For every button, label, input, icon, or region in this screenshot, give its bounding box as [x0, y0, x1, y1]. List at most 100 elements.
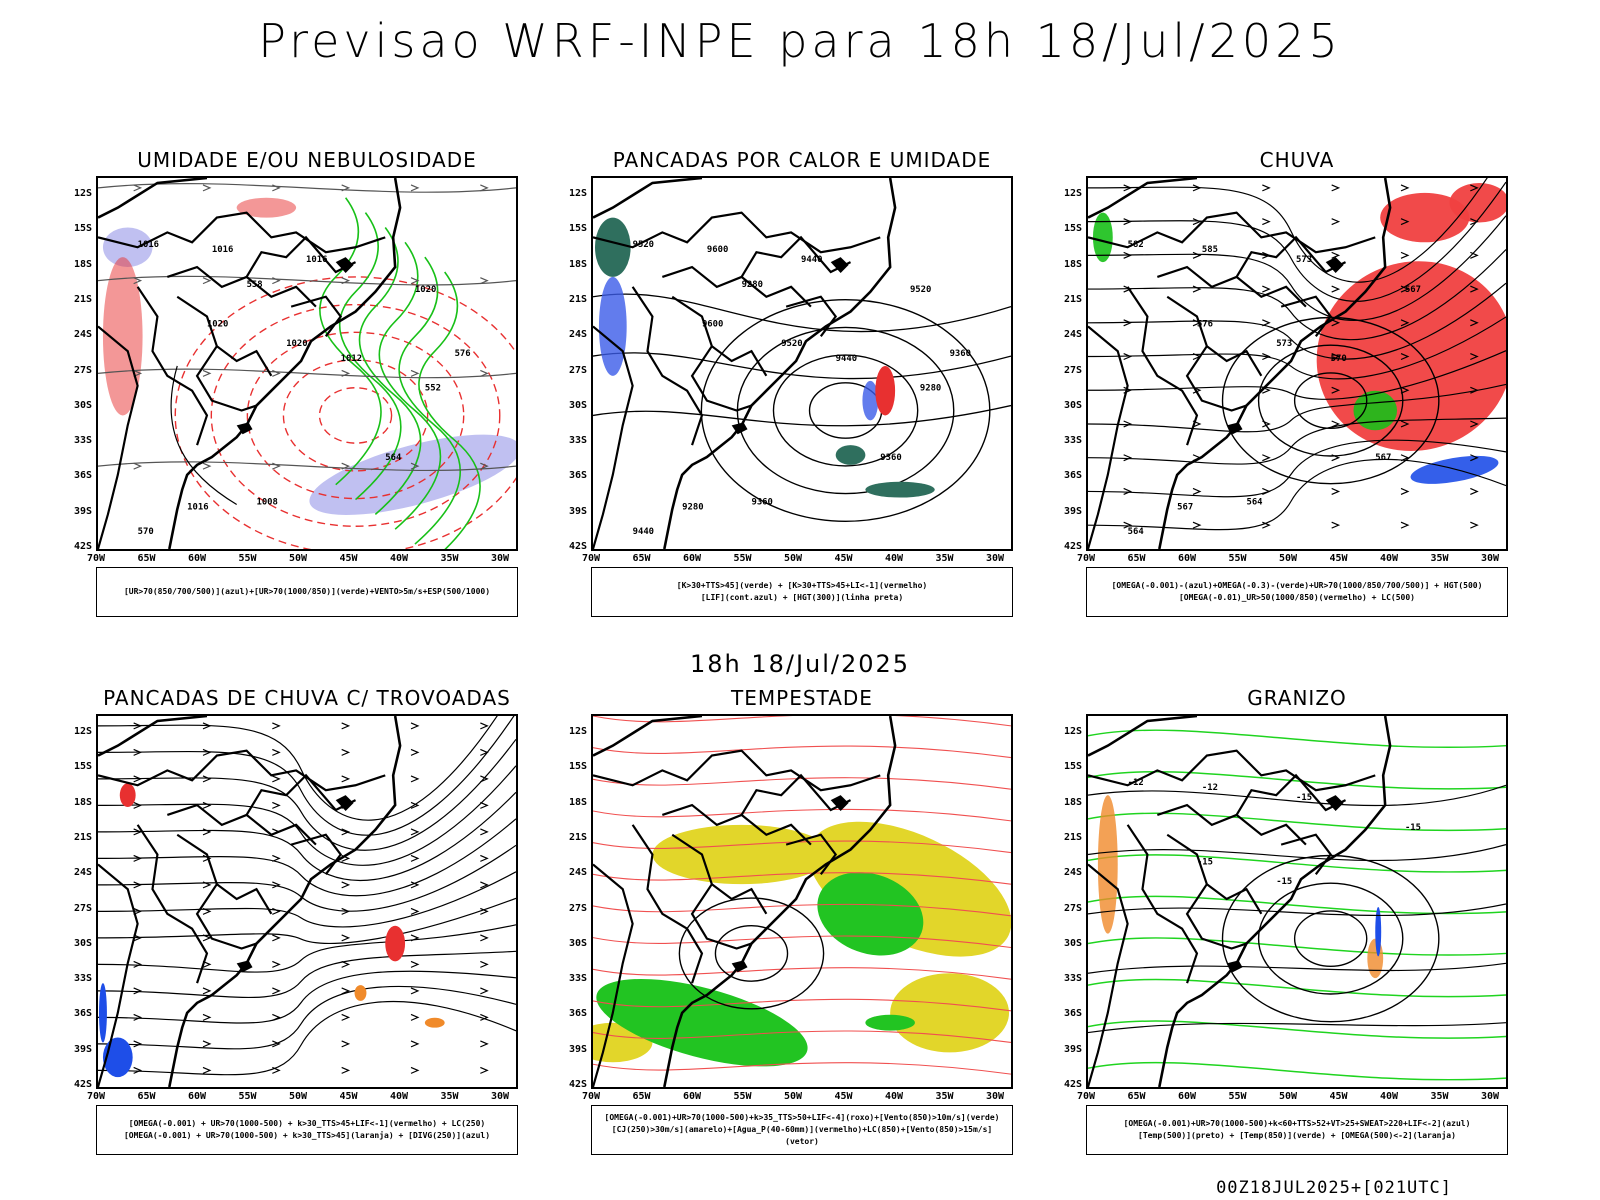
contour-label: -15	[1276, 877, 1292, 887]
longitude-tick-label: 30W	[490, 553, 510, 564]
legend-line: [CJ(250)>30m/s](amarelo)+[Agua_P(40-60mm…	[611, 1125, 993, 1146]
map-panel: UMIDADE E/OU NEBULOSIDADE 1016 1016 1016 102…	[40, 148, 520, 648]
legend-line: [OMEGA(-0.001)-(azul)+OMEGA(-0.3)-(verde…	[1111, 581, 1483, 590]
longitude-tick-label: 35W	[440, 1091, 459, 1102]
contour-label: 552	[425, 384, 441, 394]
latitude-tick-label: 36S	[568, 470, 587, 482]
legend-line: [OMEGA(-0.001)+UR>70(1000-500)+k>35_TTS>…	[604, 1113, 1000, 1122]
panel-legend: [OMEGA(-0.001) + UR>70(1000-500) + k>30_…	[96, 1105, 518, 1155]
contour-label: 582	[1128, 240, 1144, 250]
latitude-tick-label: 24S	[1063, 329, 1082, 341]
latitude-tick-label: 21S	[1063, 831, 1082, 843]
contour-label: 1020	[415, 285, 436, 295]
longitude-tick-label: 45W	[1329, 553, 1348, 564]
latitude-tick-label: 36S	[1063, 1008, 1082, 1020]
contour-label: 1016	[306, 255, 327, 265]
longitude-tick-label: 35W	[1430, 1091, 1449, 1102]
latitude-tick-label: 12S	[73, 726, 92, 737]
latitude-tick-label: 33S	[568, 973, 587, 985]
panel-title: GRANIZO	[1247, 686, 1347, 710]
latitude-tick-label: 30S	[568, 399, 587, 411]
latitude-tick-label: 18S	[1063, 258, 1082, 270]
contour-label: 9360	[950, 349, 971, 359]
map-graphic	[98, 716, 516, 1087]
latitude-tick-label: 42S	[568, 1079, 587, 1090]
contour-label: 573	[1276, 339, 1292, 349]
latitude-tick-label: 24S	[73, 329, 92, 341]
legend-line: [Temp(500)](preto) + [Temp(850)](verde) …	[1138, 1131, 1456, 1140]
contour-label: 1016	[212, 245, 233, 255]
contour-label: 9440	[801, 255, 822, 265]
longitude-tick-label: 40W	[884, 1091, 904, 1102]
contour-label: 9280	[920, 384, 941, 394]
map-graphic: 1016 1016 1016 1020 1020 1020 1012 1016 1008 570 5…	[98, 178, 516, 549]
latitude-tick-label: 39S	[568, 505, 587, 517]
latitude-tick-label: 33S	[568, 435, 587, 447]
latitude-tick-label: 18S	[568, 258, 587, 270]
longitude-tick-label: 50W	[288, 1091, 308, 1102]
longitude-tick-label: 60W	[1177, 553, 1197, 564]
legend-line: [OMEGA(-0.01)_UR>50(1000/850)(vermelho) …	[1178, 593, 1415, 602]
longitude-tick-label: 70W	[86, 1091, 106, 1102]
latitude-tick-label: 15S	[1063, 223, 1082, 235]
latitude-tick-label: 12S	[73, 188, 92, 199]
contour-label: 9520	[633, 240, 654, 250]
panel-legend: [K>30+TTS>45](verde) + [K>30+TTS>45+LI<-…	[591, 567, 1013, 617]
forecast-time-label: 18h 18/Jul/2025	[689, 650, 911, 678]
latitude-tick-label: 39S	[568, 1043, 587, 1055]
contour-label: 1020	[286, 339, 307, 349]
latitude-tick-label: 30S	[1063, 399, 1082, 411]
panel-legend: [OMEGA(-0.001)+UR>70(1000-500)+k>35_TTS>…	[591, 1105, 1013, 1155]
contour-label: 558	[247, 280, 263, 290]
contour-label: 567	[1177, 502, 1193, 512]
latitude-tick-label: 15S	[568, 223, 587, 235]
longitude-tick-label: 60W	[682, 1091, 702, 1102]
latitude-tick-label: 36S	[73, 1008, 92, 1020]
latitude-tick-label: 24S	[73, 867, 92, 879]
latitude-tick-label: 36S	[1063, 470, 1082, 482]
panel-title: PANCADAS POR CALOR E UMIDADE	[612, 148, 992, 172]
contour-label: 564	[1128, 527, 1144, 537]
latitude-tick-label: 27S	[1063, 902, 1082, 914]
longitude-tick-label: 70W	[1076, 1091, 1096, 1102]
latitude-tick-label: 24S	[568, 867, 587, 879]
legend-line: [OMEGA(-0.001)+UR>70(1000-500)+k<60+TTS>…	[1123, 1119, 1471, 1128]
longitude-tick-label: 65W	[137, 553, 156, 564]
contour-label: -12	[1128, 778, 1144, 788]
longitude-tick-label: 55W	[238, 1091, 257, 1102]
contour-label: 1008	[256, 497, 277, 507]
longitude-tick-label: 30W	[1480, 1091, 1500, 1102]
contour-label: 573	[1296, 255, 1312, 265]
latitude-tick-label: 42S	[1063, 1079, 1082, 1090]
latitude-tick-label: 15S	[73, 223, 92, 235]
latitude-tick-label: 30S	[73, 399, 92, 411]
legend-line: [OMEGA(-0.001) + UR>70(1000-500) + k>30_…	[123, 1131, 491, 1140]
map-plot-area: 1016 1016 1016 1020 1020 1020 1012 1016 1008 570 5…	[96, 176, 518, 551]
latitude-tick-label: 24S	[568, 329, 587, 341]
longitude-tick-label: 45W	[834, 553, 853, 564]
contour-label: 9280	[742, 280, 763, 290]
longitude-tick-label: 40W	[1379, 553, 1399, 564]
longitude-tick-label: 65W	[1127, 1091, 1146, 1102]
panel-legend: [UR>70(850/700/500)](azul)+[UR>70(1000/8…	[96, 567, 518, 617]
longitude-tick-label: 50W	[1278, 1091, 1298, 1102]
legend-line: [UR>70(850/700/500)](azul)+[UR>70(1000/8…	[123, 587, 491, 596]
contour-label: 564	[385, 453, 401, 463]
latitude-tick-label: 27S	[73, 902, 92, 914]
latitude-tick-label: 21S	[568, 293, 587, 305]
longitude-tick-label: 55W	[733, 553, 752, 564]
latitude-tick-label: 18S	[1063, 796, 1082, 808]
map-panel: PANCADAS DE CHUVA C/ TROVOADAS 12S 15S 18S 2…	[40, 686, 520, 1186]
longitude-tick-label: 35W	[935, 553, 954, 564]
contour-label: 1012	[341, 354, 362, 364]
longitude-tick-label: 60W	[187, 1091, 207, 1102]
panel-title: TEMPESTADE	[731, 686, 873, 710]
longitude-tick-label: 40W	[389, 553, 409, 564]
map-graphic: 582 585 573 567 576 573 570 567 564 564 567	[1088, 178, 1506, 549]
latitude-tick-label: 33S	[73, 973, 92, 985]
contour-label: 567	[1375, 453, 1391, 463]
latitude-tick-label: 39S	[73, 1043, 92, 1055]
map-plot-area	[96, 714, 518, 1089]
longitude-tick-label: 55W	[1228, 553, 1247, 564]
contour-label: 9360	[880, 453, 901, 463]
